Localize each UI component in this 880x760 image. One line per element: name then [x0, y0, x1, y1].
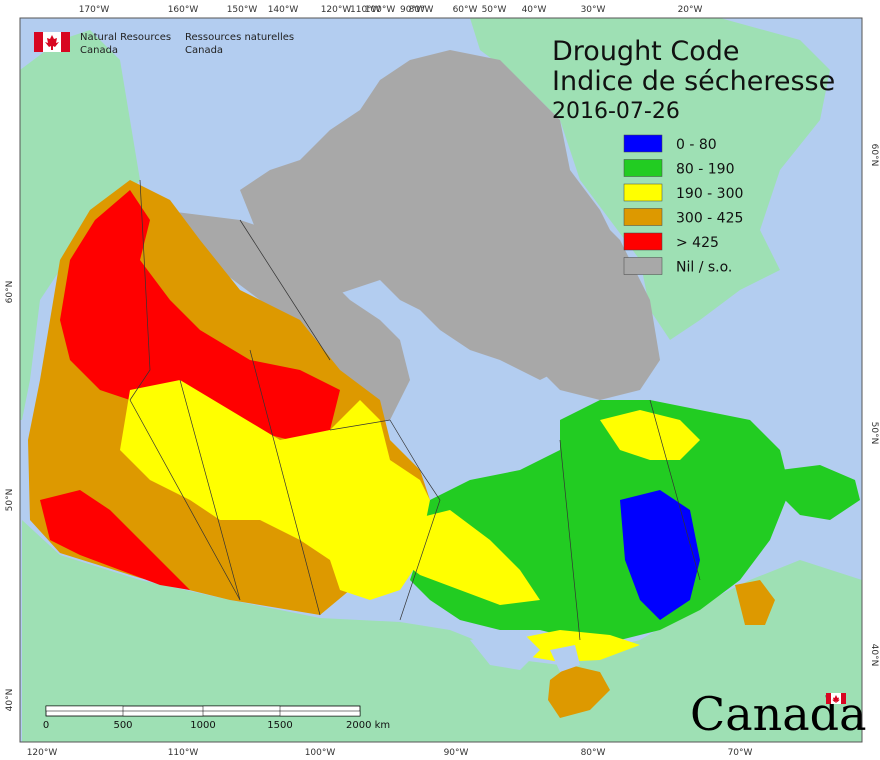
baffin-island [500, 180, 660, 400]
tick-bottom-5: 70°W [728, 748, 753, 758]
tick-top-7: 90°W [400, 5, 425, 15]
tick-bottom-1: 110°W [168, 748, 199, 758]
tick-bottom-3: 90°W [444, 748, 469, 758]
legend-swatch-4 [623, 232, 663, 251]
map-border [19, 17, 863, 743]
agency-fr-line1: Ressources naturelles [185, 32, 294, 43]
tick-top-0: 170°W [79, 5, 110, 15]
tick-top-11: 40°W [522, 5, 547, 15]
region-yellow-prairies [120, 380, 440, 600]
tick-bottom-0: 120°W [27, 748, 58, 758]
tick-top-2: 150°W [227, 5, 258, 15]
graticule-right: 60°N 50°N 40°N [869, 144, 879, 667]
region-yellow-labrador [600, 410, 700, 460]
legend-label-5: Nil / s.o. [676, 260, 732, 276]
tick-left-1: 50°N [5, 489, 15, 512]
tick-left-2: 40°N [5, 689, 15, 712]
tick-top-3: 140°W [268, 5, 299, 15]
agency-en-line2: Canada [80, 45, 118, 56]
legend-swatch-1 [623, 159, 663, 177]
map-title: Drought Code Indice de sécheresse 2016-0… [552, 36, 835, 124]
region-red-bc [40, 490, 190, 590]
graticule-top: 170°W 160°W 150°W 140°W 120°W 110°W 100°… [79, 5, 703, 15]
tick-top-1: 160°W [168, 5, 199, 15]
agency-en-line1: Natural Resources [80, 32, 171, 43]
tick-top-9: 60°W [453, 5, 478, 15]
title-line1: Drought Code [552, 36, 739, 67]
tick-top-13: 20°W [678, 5, 703, 15]
hudson-bay [390, 380, 560, 480]
wordmark-flag-icon [826, 693, 846, 704]
region-red-northwest [60, 190, 340, 440]
tick-right-1: 50°N [869, 422, 879, 445]
scale-label-4: 2000 km [346, 720, 390, 731]
legend-label-3: 300 - 425 [676, 211, 743, 227]
legend-label-0: 0 - 80 [676, 137, 717, 153]
tick-right-2: 40°N [869, 644, 879, 667]
tick-top-10: 50°W [482, 5, 507, 15]
tick-top-5: 110°W [350, 5, 381, 15]
legend-swatch-2 [623, 183, 663, 202]
province-boundaries [129, 179, 701, 641]
legend-label-2: 190 - 300 [676, 186, 743, 202]
tick-top-12: 30°W [581, 5, 606, 15]
tick-bottom-2: 100°W [305, 748, 336, 758]
map-area [20, 18, 862, 742]
great-lakes [470, 630, 580, 672]
nrcan-signature: Natural Resources Canada Ressources natu… [34, 32, 294, 56]
legend-label-4: > 425 [676, 235, 719, 251]
legend: 0 - 80 80 - 190 190 - 300 300 - 425 > 425 Nil… [623, 134, 743, 276]
region-orange-southern-ontario [548, 665, 610, 718]
graticule-left: 60°N 50°N 40°N [5, 281, 15, 712]
tick-top-8: 80°W [409, 5, 434, 15]
greenland-land [470, 18, 830, 340]
region-green-newfoundland [780, 465, 860, 520]
title-date: 2016-07-26 [552, 99, 680, 124]
usa-land [22, 520, 862, 742]
legend-swatch-5 [623, 257, 663, 275]
tick-right-0: 60°N [869, 144, 879, 167]
tick-bottom-4: 80°W [581, 748, 606, 758]
canada-wordmark: Canada [690, 687, 867, 741]
scale-label-0: 0 [43, 720, 49, 731]
graticule-bottom: 120°W 110°W 100°W 90°W 80°W 70°W [27, 748, 753, 758]
legend-label-1: 80 - 190 [676, 162, 735, 178]
agency-fr-line2: Canada [185, 45, 223, 56]
scale-label-2: 1000 [190, 720, 215, 731]
legend-swatch-0 [623, 134, 663, 153]
tick-top-6: 100°W [365, 5, 396, 15]
tick-top-4: 120°W [321, 5, 352, 15]
region-orange-maritimes [735, 580, 775, 625]
legend-swatch-3 [623, 208, 663, 226]
title-line2: Indice de sécheresse [552, 66, 835, 97]
region-yellow-ontario [400, 510, 540, 605]
scale-label-3: 1500 [267, 720, 292, 731]
region-blue-quebec [620, 490, 700, 620]
canada-flag-icon [34, 32, 70, 52]
alaska-land [20, 30, 140, 420]
tick-left-0: 60°N [5, 281, 15, 304]
scale-bar: 0 500 1000 1500 2000 km [43, 705, 390, 731]
scale-label-1: 500 [113, 720, 132, 731]
